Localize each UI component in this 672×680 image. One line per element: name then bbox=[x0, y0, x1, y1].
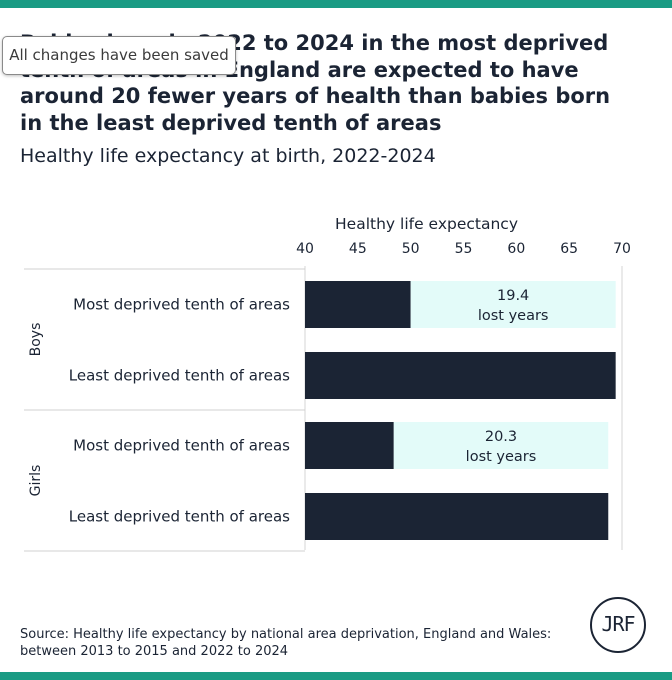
category-label: Most deprived tenth of areas bbox=[73, 296, 290, 314]
chart-subtitle: Healthy life expectancy at birth, 2022-2… bbox=[20, 145, 436, 167]
x-tick-label: 50 bbox=[402, 241, 420, 257]
lost-years-value: 20.3 bbox=[485, 429, 517, 445]
x-axis-title: Healthy life expectancy bbox=[335, 215, 518, 233]
top-accent-bar bbox=[0, 0, 672, 8]
lost-years-bar bbox=[410, 281, 616, 328]
jrf-logo: JRF bbox=[590, 597, 646, 653]
save-status-toast: All changes have been saved bbox=[2, 36, 236, 75]
lost-years-unit: lost years bbox=[466, 449, 537, 465]
life-expectancy-chart: Healthy life expectancy 40 45 50 55 60 65 70 Boy… bbox=[24, 215, 631, 552]
lost-years-value: 19.4 bbox=[497, 288, 529, 304]
hle-bar bbox=[305, 352, 616, 399]
group-label: Boys bbox=[28, 323, 44, 357]
x-tick-label: 60 bbox=[507, 241, 525, 257]
x-tick-label: 65 bbox=[560, 241, 578, 257]
group-label: Girls bbox=[28, 465, 44, 497]
lost-years-unit: lost years bbox=[478, 308, 549, 324]
source-note: Source: Healthy life expectancy by natio… bbox=[20, 627, 552, 659]
category-label: Least deprived tenth of areas bbox=[69, 367, 290, 385]
hle-bar bbox=[305, 493, 609, 540]
x-tick-label: 40 bbox=[296, 241, 314, 257]
category-label: Least deprived tenth of areas bbox=[69, 508, 290, 526]
lost-years-bar bbox=[393, 422, 609, 469]
x-tick-label: 45 bbox=[349, 241, 367, 257]
category-label: Most deprived tenth of areas bbox=[73, 437, 290, 455]
x-tick-label: 70 bbox=[613, 241, 631, 257]
hle-bar bbox=[305, 281, 411, 328]
chart-title: Babies born in 2022 to 2024 in the most … bbox=[20, 31, 611, 135]
bottom-accent-bar bbox=[0, 672, 672, 680]
x-tick-label: 55 bbox=[455, 241, 473, 257]
hle-bar bbox=[305, 422, 394, 469]
